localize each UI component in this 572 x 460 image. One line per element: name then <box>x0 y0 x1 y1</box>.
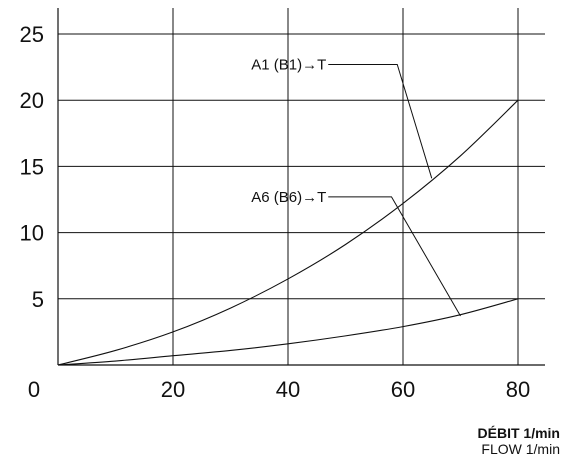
axes <box>57 8 545 366</box>
annotation-leader-2 <box>328 196 461 317</box>
grid <box>58 8 545 365</box>
y-tick-label-25: 25 <box>20 22 44 47</box>
x-tick-label-80: 80 <box>506 377 530 402</box>
annotation-label-2: A6 (B6)→T <box>251 189 326 206</box>
series-lines <box>57 99 519 366</box>
y-tick-label-10: 10 <box>20 221 44 246</box>
x-tick-label-0: 0 <box>28 377 40 402</box>
y-tick-label-5: 5 <box>32 287 44 312</box>
series-line-1 <box>57 99 519 366</box>
x-axis-label: DÉBIT 1/min <box>478 425 560 441</box>
annotations: A1 (B1)→T A6 (B6)→T <box>251 56 461 317</box>
annotation-label-1: A1 (B1)→T <box>251 56 326 73</box>
y-tick-label-15: 15 <box>20 154 44 179</box>
x-tick-label-40: 40 <box>276 377 300 402</box>
tick-labels: 0 20 40 60 80 5 10 15 20 25 <box>20 22 531 402</box>
y-tick-label-20: 20 <box>20 88 44 113</box>
x-axis-label-secondary: FLOW 1/min <box>481 441 560 457</box>
series-line-2 <box>57 298 519 366</box>
x-tick-label-20: 20 <box>161 377 185 402</box>
annotation-leader-1 <box>328 63 433 179</box>
x-tick-label-60: 60 <box>391 377 415 402</box>
axis-labels: DÉBIT 1/min FLOW 1/min <box>478 425 560 457</box>
